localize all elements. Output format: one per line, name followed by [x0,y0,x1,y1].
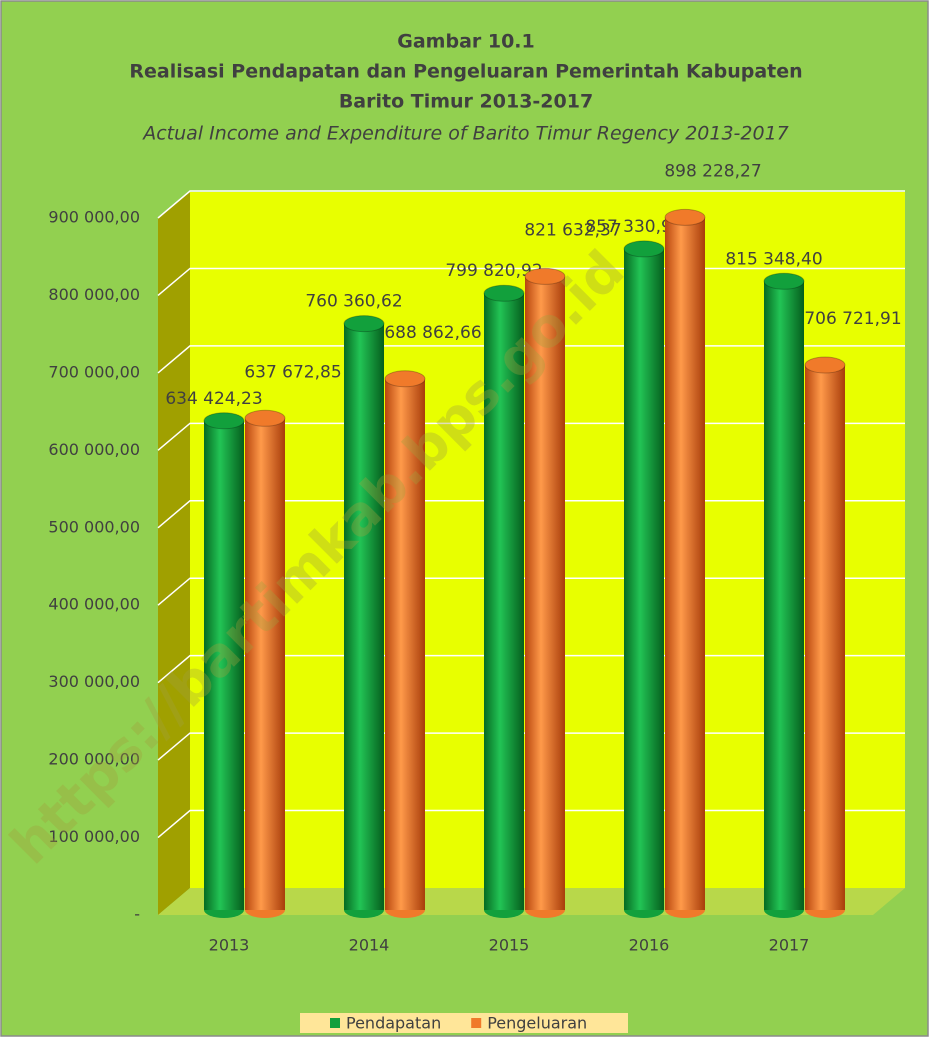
bar-body [525,276,565,910]
bar [203,412,245,918]
x-tick-label: 2013 [209,936,250,955]
bar-top [763,272,805,290]
bar-body [624,248,664,910]
bar-body [805,365,845,910]
data-label: 898 228,27 [664,161,761,181]
data-label: 821 632,37 [524,220,621,240]
bar-top [203,412,245,430]
bar-body [245,418,285,910]
bar-body [344,323,384,910]
y-tick-label: 600 000,00 [48,440,140,459]
x-tick-label: 2015 [489,936,530,955]
side-wall [158,192,190,915]
data-label: 760 360,62 [305,292,402,312]
bar [664,208,706,918]
chart-title: Gambar 10.1 [397,31,535,53]
x-tick-label: 2016 [629,936,670,955]
chart-title: Realisasi Pendapatan dan Pengeluaran Pem… [129,61,802,83]
bar-top [524,267,566,285]
grid-line [157,190,905,219]
bar-top [483,284,525,302]
bar [623,240,665,918]
x-tick-label: 2014 [349,936,390,955]
bar [343,315,385,918]
bar [804,356,846,918]
data-label: 688 862,66 [384,323,481,343]
bar-top [664,208,706,226]
bar [244,409,286,918]
legend-swatch [330,1018,340,1028]
bar-top [343,315,385,333]
bar [524,267,566,918]
y-tick-label: 900 000,00 [48,208,140,227]
y-tick-label: - [134,905,140,924]
x-tick-label: 2017 [769,936,810,955]
data-label: 706 721,91 [804,309,901,329]
y-tick-label: 400 000,00 [48,595,140,614]
y-tick-label: 100 000,00 [48,827,140,846]
legend [300,1013,628,1033]
y-tick-label: 200 000,00 [48,750,140,769]
legend-label: Pendapatan [346,1014,441,1033]
bar [384,370,426,918]
chart-title: Barito Timur 2013-2017 [339,91,593,113]
y-tick-label: 700 000,00 [48,362,140,381]
bar [483,284,525,918]
data-label: 815 348,40 [725,249,822,269]
bar-body [204,420,244,910]
bar [763,272,805,918]
bar-body [665,217,705,910]
bar-body [385,378,425,910]
bar-top [804,356,846,374]
data-label: 799 820,92 [445,261,542,281]
bar-body [764,281,804,911]
data-label: 634 424,23 [165,389,262,409]
data-label: 637 672,85 [244,362,341,382]
bar-body [484,293,524,910]
y-tick-label: 500 000,00 [48,517,140,536]
legend-label: Pengeluaran [487,1014,587,1033]
y-tick-label: 300 000,00 [48,672,140,691]
legend-swatch [471,1018,482,1028]
data-label: 857 330,97 [585,217,682,237]
bar-top [623,240,665,258]
y-tick-label: 800 000,00 [48,285,140,304]
bar-top [384,370,426,388]
bar-top [244,409,286,427]
chart-subtitle: Actual Income and Expenditure of Barito … [141,123,789,145]
